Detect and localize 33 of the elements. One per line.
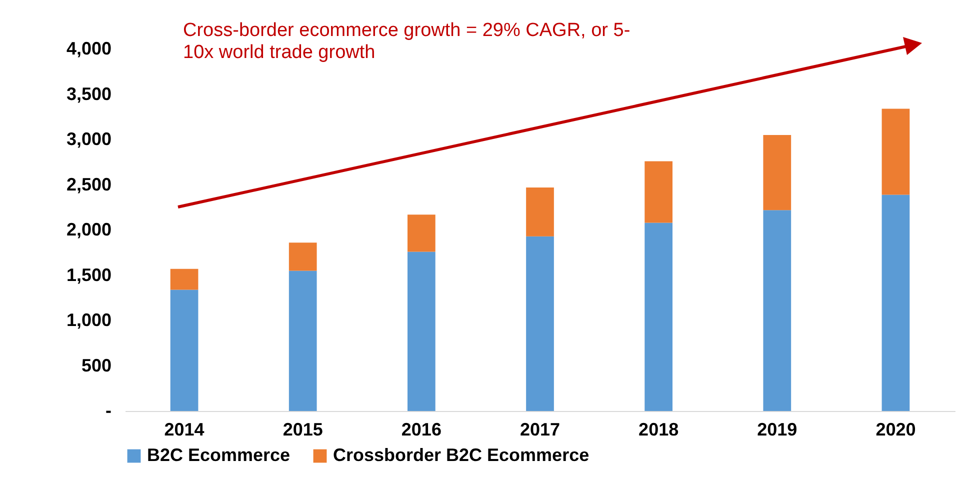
bar bbox=[407, 252, 436, 411]
x-tick-label: 2015 bbox=[282, 420, 323, 440]
x-tick-label: 2017 bbox=[520, 420, 560, 440]
bar bbox=[526, 187, 554, 236]
bar bbox=[644, 222, 673, 411]
x-tick-label: 2016 bbox=[401, 420, 442, 440]
bar bbox=[170, 268, 198, 290]
y-tick-label: 3,500 bbox=[66, 84, 112, 104]
bar bbox=[526, 236, 554, 411]
y-tick-label: 1,500 bbox=[66, 264, 112, 285]
bar bbox=[407, 214, 436, 252]
y-tick-label: 500 bbox=[81, 355, 112, 376]
y-tick-label: 4,000 bbox=[66, 38, 112, 58]
y-tick-label: 3,000 bbox=[66, 129, 112, 149]
x-tick-label: 2019 bbox=[757, 420, 798, 440]
bar bbox=[882, 194, 910, 411]
x-tick-label: 2014 bbox=[164, 420, 204, 440]
bar bbox=[882, 108, 910, 195]
bar bbox=[763, 134, 792, 210]
y-tick-label: 2,000 bbox=[66, 220, 112, 240]
legend-label: Crossborder B2C Ecommerce bbox=[333, 445, 590, 465]
bar bbox=[644, 161, 673, 223]
legend-label: B2C Ecommerce bbox=[147, 445, 290, 465]
y-tick-label: 1,000 bbox=[66, 310, 112, 330]
x-tick-label: 2018 bbox=[638, 420, 679, 440]
bar bbox=[763, 210, 792, 411]
bar bbox=[170, 290, 198, 411]
y-tick-label: - bbox=[106, 400, 112, 420]
bar bbox=[288, 242, 317, 271]
annotation: Cross-border ecommerce growth = 29% CAGR, or 5-10x world trade growth bbox=[183, 20, 632, 64]
bar bbox=[288, 270, 317, 411]
x-tick-label: 2020 bbox=[876, 420, 916, 440]
y-tick-label: 2,500 bbox=[66, 174, 112, 194]
